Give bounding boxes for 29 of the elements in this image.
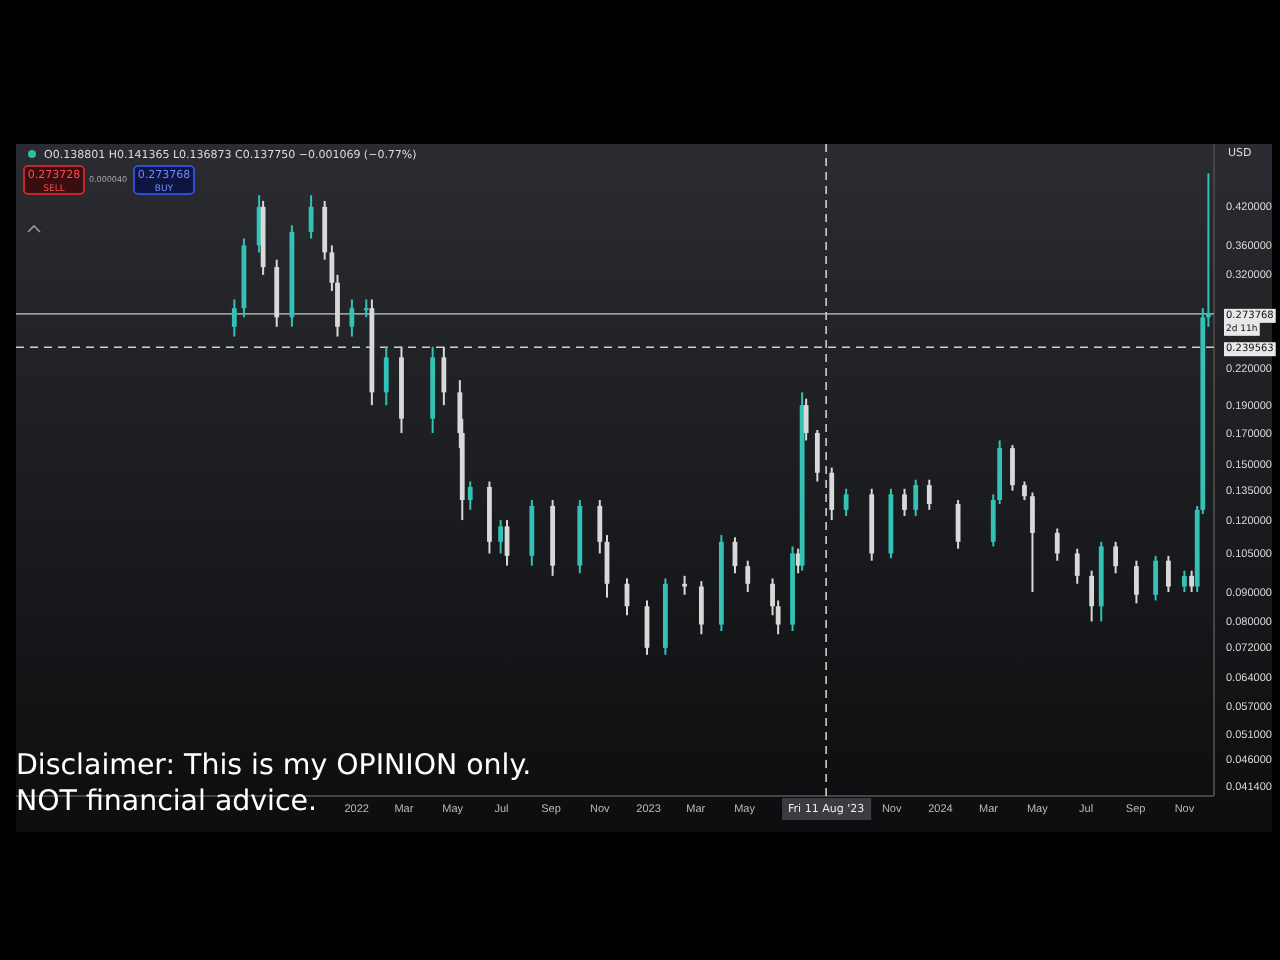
candlestick [698, 580, 704, 636]
candlestick [1153, 554, 1159, 602]
candlestick [814, 429, 820, 483]
candlestick [926, 478, 932, 511]
candlestick [597, 499, 603, 555]
candlestick [1089, 569, 1095, 623]
candlestick [498, 519, 504, 555]
candlestick [1010, 444, 1015, 492]
candlestick [467, 480, 473, 511]
candlestick [913, 478, 919, 517]
candlestick [1189, 569, 1195, 593]
candlestick [383, 345, 389, 407]
annotation: NOT financial advice. [16, 786, 318, 818]
candlestick [1074, 547, 1080, 585]
candlestick [803, 397, 809, 442]
candlestick [1182, 569, 1187, 593]
annotation: Disclaimer: This is my OPINION only. [16, 750, 532, 782]
candlestick [308, 194, 314, 240]
candlestick [231, 298, 237, 338]
candlestick [745, 559, 751, 593]
candlestick [1166, 554, 1171, 593]
candlestick [1030, 491, 1035, 593]
candlestick [349, 298, 355, 338]
candlestick [1054, 527, 1060, 562]
candlestick [1134, 559, 1139, 605]
candlestick [843, 487, 849, 517]
candlestick [1022, 480, 1027, 502]
candlestick [1113, 540, 1119, 575]
candlestick [902, 487, 907, 517]
